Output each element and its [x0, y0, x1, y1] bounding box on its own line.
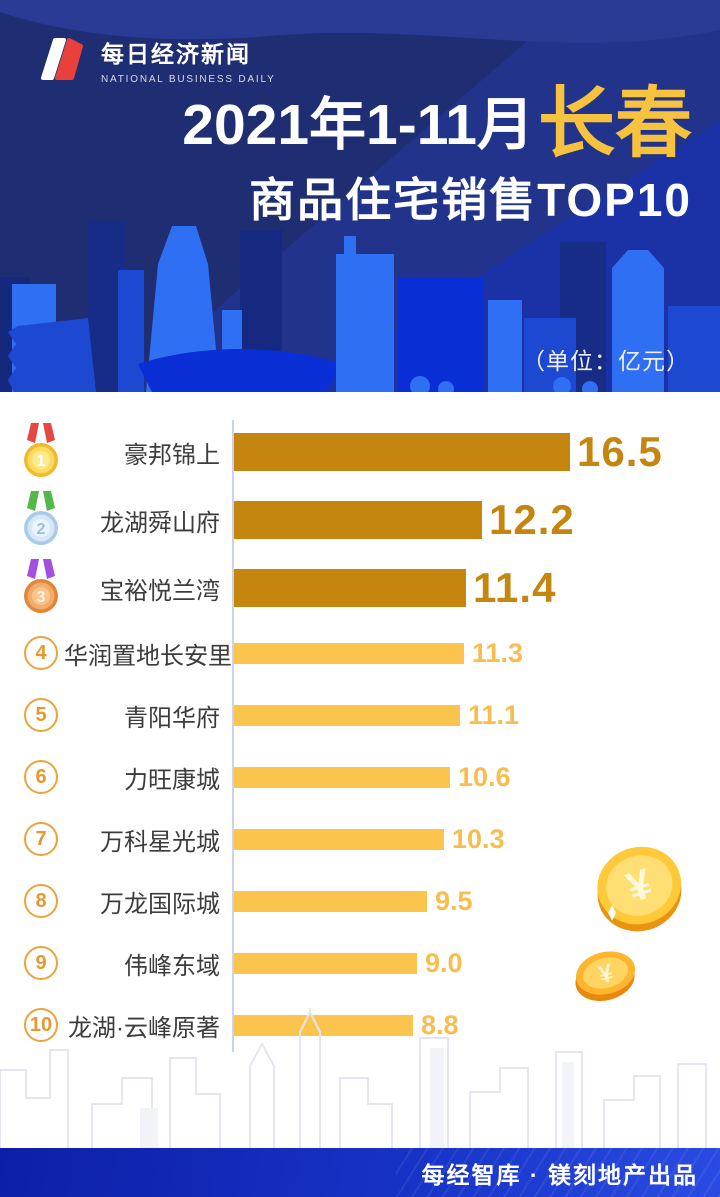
value-bar	[234, 704, 460, 726]
nbd-logo: 每日经济新闻 NATIONAL BUSINESS DAILY	[36, 34, 276, 86]
medal-rank-2-icon: 2	[24, 491, 58, 545]
project-name-label: 龙湖·云峰原著	[68, 1014, 220, 1042]
project-name-label: 伟峰东域	[124, 952, 220, 980]
rank-number-badge: 10	[24, 1008, 58, 1042]
value-bar	[234, 1014, 413, 1036]
chart-row: 9 伟峰东域 9.0	[18, 932, 702, 994]
title-city-highlight: 长春	[538, 81, 692, 167]
bar-cell: 16.5	[232, 428, 702, 476]
rank-number-badge: 6	[24, 760, 58, 794]
svg-text:2: 2	[37, 521, 46, 538]
project-name-label: 豪邦锦上	[124, 441, 220, 469]
page-title: 2021年1-11月长春 商品住宅销售TOP10	[182, 86, 692, 226]
value-bar	[234, 569, 466, 607]
value-label: 11.4	[473, 564, 557, 611]
city-skyline-illustration	[0, 222, 720, 392]
title-period: 2021年1-11月	[182, 93, 534, 157]
bar-cell: 11.3	[232, 638, 702, 669]
svg-text:¥: ¥	[596, 959, 616, 990]
logo-brand-cn: 每日经济新闻	[101, 41, 251, 67]
value-label: 16.5	[577, 428, 663, 475]
rank-number-badge: 7	[24, 822, 58, 856]
value-label: 9.0	[425, 947, 463, 978]
unit-label: （单位：亿元）	[522, 348, 690, 374]
value-bar	[234, 433, 570, 471]
value-bar	[234, 828, 444, 850]
logo-brand-en: NATIONAL BUSINESS DAILY	[101, 74, 276, 85]
project-name-label: 万科星光城	[100, 828, 220, 856]
bar-cell: 11.4	[232, 564, 702, 612]
medal-rank-1-icon: 1	[24, 423, 58, 477]
axis-line	[232, 420, 234, 1052]
chart-row: 2 龙湖舜山府 12.2	[18, 486, 702, 554]
medal-rank-3-icon: 3	[24, 559, 58, 613]
project-name-label: 华润置地长安里	[64, 642, 232, 670]
value-label: 12.2	[489, 496, 575, 543]
rank-badge: 2	[18, 490, 64, 550]
logo-text: 每日经济新闻 NATIONAL BUSINESS DAILY	[101, 35, 276, 85]
chart-rows: 1 豪邦锦上 16.5 2 龙湖舜山府 12.2 3 宝裕悦兰湾	[18, 418, 702, 1056]
footer-bar: 每经智库 · 镁刻地产出品	[0, 1148, 720, 1197]
rank-badge: 8	[18, 884, 64, 918]
bar-cell: 10.3	[232, 824, 702, 855]
chart-row: 6 力旺康城 10.6	[18, 746, 702, 808]
nbd-logo-icon	[41, 38, 83, 80]
value-label: 9.5	[435, 885, 473, 916]
chart-row: 5 青阳华府 11.1	[18, 684, 702, 746]
footer-credit: 每经智库 · 镁刻地产出品	[421, 1161, 698, 1188]
svg-text:1: 1	[37, 453, 46, 470]
chart-row: 10 龙湖·云峰原著 8.8	[18, 994, 702, 1056]
project-name-label: 力旺康城	[124, 766, 220, 794]
rank-badge: 3	[18, 558, 64, 618]
rank-number-badge: 4	[24, 636, 58, 670]
bar-cell: 12.2	[232, 496, 702, 544]
title-line1: 2021年1-11月长春	[182, 86, 692, 163]
bar-chart: 1 豪邦锦上 16.5 2 龙湖舜山府 12.2 3 宝裕悦兰湾	[18, 418, 702, 1056]
value-label: 10.6	[458, 761, 511, 792]
bar-cell: 9.5	[232, 886, 702, 917]
rank-badge: 10	[18, 1008, 64, 1042]
rank-badge: 1	[18, 422, 64, 482]
rank-badge: 5	[18, 698, 64, 732]
value-bar	[234, 501, 482, 539]
value-label: 11.1	[468, 699, 520, 730]
top-wave-decoration	[0, 0, 720, 43]
project-name-label: 万龙国际城	[100, 890, 220, 918]
chart-row: 1 豪邦锦上 16.5	[18, 418, 702, 486]
rank-badge: 7	[18, 822, 64, 856]
ghost-skyline-decoration	[0, 1008, 707, 1148]
gold-coin-small-icon: ¥	[575, 951, 636, 1001]
value-label: 8.8	[421, 1009, 459, 1040]
bar-cell: 8.8	[232, 1010, 702, 1041]
chart-row: 7 万科星光城 10.3	[18, 808, 702, 870]
title-line2: 商品住宅销售TOP10	[249, 174, 692, 226]
bar-cell: 10.6	[232, 762, 702, 793]
gold-coin-large-icon: ¥	[597, 846, 682, 932]
bar-cell: 11.1	[232, 700, 702, 731]
value-bar	[234, 952, 417, 974]
rank-number-badge: 5	[24, 698, 58, 732]
bar-cell: 9.0	[232, 948, 702, 979]
value-bar	[234, 890, 427, 912]
project-name-label: 宝裕悦兰湾	[100, 577, 220, 605]
rank-number-badge: 8	[24, 884, 58, 918]
value-label: 11.3	[472, 637, 524, 668]
chart-row: 8 万龙国际城 9.5	[18, 870, 702, 932]
value-bar	[234, 642, 464, 664]
chart-row: 4 华润置地长安里 11.3	[18, 622, 702, 684]
rank-badge: 9	[18, 946, 64, 980]
rank-badge: 6	[18, 760, 64, 794]
chart-row: 3 宝裕悦兰湾 11.4	[18, 554, 702, 622]
rank-number-badge: 9	[24, 946, 58, 980]
svg-text:3: 3	[37, 589, 46, 606]
value-label: 10.3	[452, 823, 505, 854]
header-banner: 每日经济新闻 NATIONAL BUSINESS DAILY 2021年1-11…	[0, 0, 720, 392]
rank-badge: 4	[18, 636, 64, 670]
project-name-label: 龙湖舜山府	[100, 509, 220, 537]
value-bar	[234, 766, 450, 788]
project-name-label: 青阳华府	[124, 704, 220, 732]
